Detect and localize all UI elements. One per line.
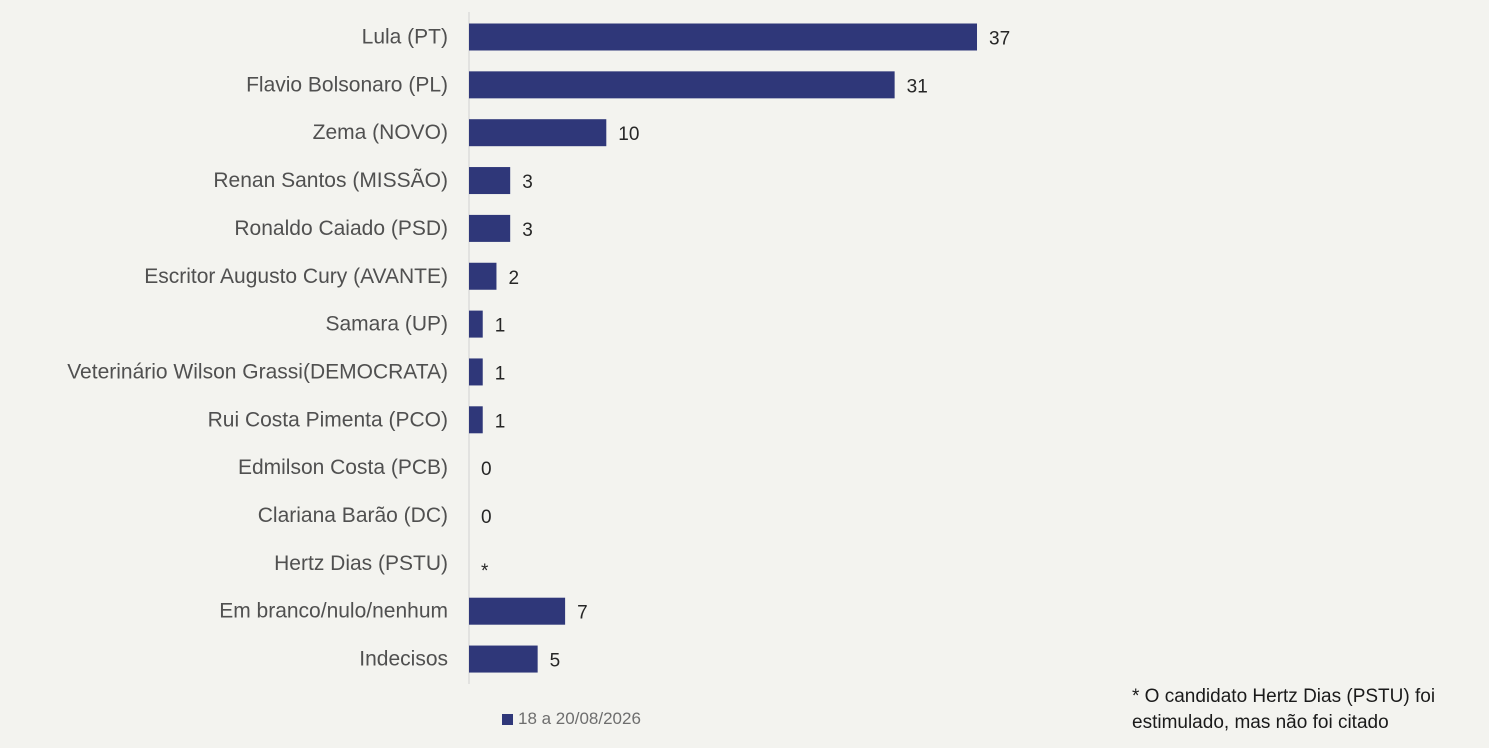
category-label: Edmilson Costa (PCB) [238, 456, 448, 479]
category-label: Zema (NOVO) [313, 121, 448, 144]
bar [469, 119, 607, 147]
bar [469, 262, 497, 290]
category-label: Indecisos [359, 648, 448, 671]
category-label: Clariana Barão (DC) [258, 504, 448, 527]
category-label: Ronaldo Caiado (PSD) [234, 217, 448, 240]
data-label: 0 [481, 459, 492, 480]
bar [469, 167, 511, 195]
legend-swatch [502, 713, 513, 725]
bar [469, 358, 483, 386]
category-label: Veterinário Wilson Grassi(DEMOCRATA) [67, 360, 448, 383]
data-label: 1 [495, 363, 506, 384]
category-label: Renan Santos (MISSÃO) [213, 168, 448, 192]
category-label: Samara (UP) [325, 313, 448, 336]
data-label: 1 [495, 316, 506, 337]
bar [469, 310, 483, 338]
data-label: 3 [522, 172, 533, 193]
bar [469, 597, 566, 625]
data-label: 3 [522, 220, 533, 241]
data-label: 7 [577, 603, 588, 624]
data-label: 1 [495, 411, 506, 432]
bar [469, 214, 511, 242]
data-label: 31 [907, 76, 928, 97]
category-label: Hertz Dias (PSTU) [274, 552, 448, 575]
category-label: Rui Costa Pimenta (PCO) [208, 408, 448, 431]
bar [469, 71, 895, 99]
chart-legend: 18 a 20/08/2026 [502, 709, 641, 729]
bar [469, 406, 483, 434]
data-label: 5 [550, 651, 561, 672]
category-label: Escritor Augusto Cury (AVANTE) [144, 265, 448, 288]
bar [469, 23, 978, 51]
category-label: Lula (PT) [362, 26, 448, 49]
data-label: * [481, 561, 489, 582]
data-label: 10 [618, 124, 639, 145]
bar [469, 645, 538, 673]
data-label: 0 [481, 507, 492, 528]
category-label: Flavio Bolsonaro (PL) [246, 73, 448, 96]
legend-label: 18 a 20/08/2026 [518, 709, 641, 728]
data-label: 2 [508, 268, 519, 289]
category-label: Em branco/nulo/nenhum [219, 600, 448, 623]
chart-footnote: * O candidato Hertz Dias (PSTU) foi esti… [1132, 686, 1436, 733]
data-label: 37 [989, 29, 1010, 50]
